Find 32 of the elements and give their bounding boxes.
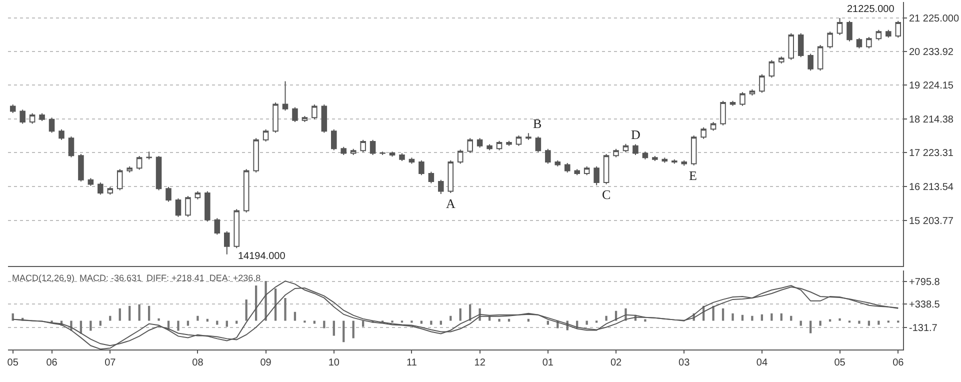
annotation: A	[446, 196, 456, 211]
x-tick-label: 09	[260, 358, 272, 369]
y-tick-label: 18 214.38	[909, 114, 954, 126]
y-tick-label: 16 213.54	[909, 182, 954, 193]
x-tick-label: 11	[406, 358, 418, 369]
x-tick-label: 04	[756, 358, 768, 369]
annotation: 21225.000	[847, 4, 895, 15]
x-tick-label: 02	[610, 358, 622, 369]
y-tick-label: +795.8	[909, 276, 940, 288]
y-tick-label: 15 203.77	[909, 216, 954, 227]
x-tick-label: 06	[46, 358, 58, 369]
annotation: 14194.000	[238, 251, 286, 262]
x-tick-label: 10	[328, 358, 340, 369]
x-tick-label: 06	[892, 358, 904, 369]
annotation: C	[602, 187, 611, 202]
y-tick-label: 19 224.15	[909, 80, 954, 92]
y-tick-label: +338.5	[909, 299, 940, 310]
x-tick-label: 12	[474, 358, 486, 369]
y-tick-label: 17 223.31	[909, 148, 954, 159]
x-tick-label: 07	[104, 358, 116, 369]
annotation: D	[631, 127, 640, 142]
y-tick-label: -131.7	[909, 322, 938, 334]
x-tick-label: 01	[542, 358, 554, 369]
x-tick-label: 03	[678, 358, 690, 369]
y-tick-label: 21 225.000	[909, 13, 960, 24]
y-tick-label: 20 233.92	[909, 46, 954, 58]
x-tick-label: 05	[834, 358, 846, 369]
annotation: B	[533, 116, 542, 131]
x-tick-label: 08	[192, 358, 204, 369]
annotation: E	[689, 168, 697, 183]
x-tick-label: 05	[7, 358, 19, 369]
annotation: MACD(12,26,9) MACD: -36.631 DIFF: +218.41 DEA: +236.8	[12, 273, 261, 283]
